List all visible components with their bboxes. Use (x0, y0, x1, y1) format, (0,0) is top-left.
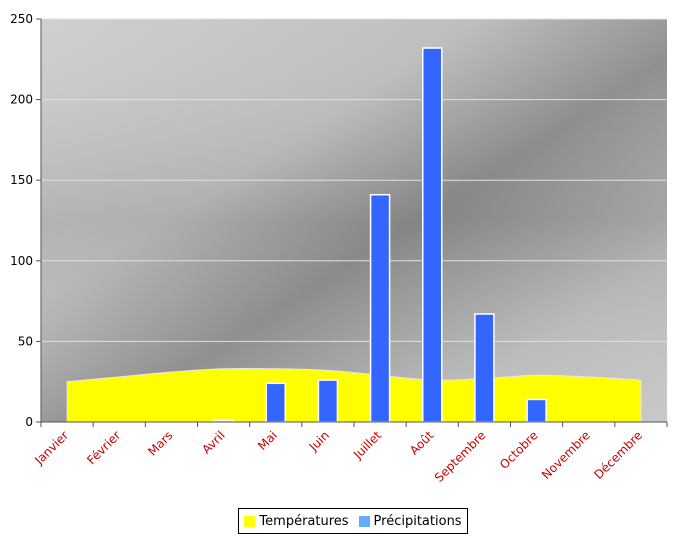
legend-swatch-precipitations (358, 515, 370, 527)
x-tick-label-11: Décembre (591, 428, 645, 482)
legend: Températures Précipitations (238, 508, 468, 534)
x-tick-label-5: Juin (306, 428, 332, 454)
x-tick-label-4: Mai (255, 428, 280, 453)
legend-item-precipitations: Précipitations (358, 513, 462, 529)
x-tick-label-9: Octobre (497, 428, 541, 472)
x-tick-label-6: Juillet (350, 428, 384, 462)
legend-label-temperatures: Températures (259, 513, 349, 529)
bar-precipitations-6 (369, 193, 391, 423)
area-temperatures (66, 367, 642, 423)
bar-precipitations-4 (265, 382, 286, 423)
bar-precipitations-9 (526, 398, 547, 423)
y-tick-label-5: 250 (10, 12, 33, 26)
x-tick-label-2: Mars (145, 428, 175, 458)
x-tick-label-1: Février (84, 428, 123, 467)
y-tick-label-2: 100 (10, 254, 33, 268)
plot-background-shade (41, 19, 667, 422)
x-tick-label-7: Août (407, 428, 437, 458)
x-tick-label-3: Avril (199, 428, 227, 456)
x-tick-label-10: Novembre (539, 428, 593, 482)
legend-item-temperatures: Températures (244, 513, 349, 529)
y-tick-label-1: 50 (18, 334, 33, 348)
x-tick-label-0: Janvier (31, 428, 71, 468)
bar-precipitations-7 (422, 47, 443, 423)
legend-swatch-temperatures (244, 515, 256, 527)
y-tick-label-0: 0 (25, 415, 33, 429)
y-tick-label-4: 200 (10, 93, 33, 107)
y-tick-label-3: 150 (10, 173, 33, 187)
x-tick-label-8: Septembre (432, 428, 489, 485)
bar-precipitations-8 (474, 313, 495, 423)
bar-precipitations-5 (317, 379, 339, 423)
legend-label-precipitations: Précipitations (373, 513, 462, 529)
